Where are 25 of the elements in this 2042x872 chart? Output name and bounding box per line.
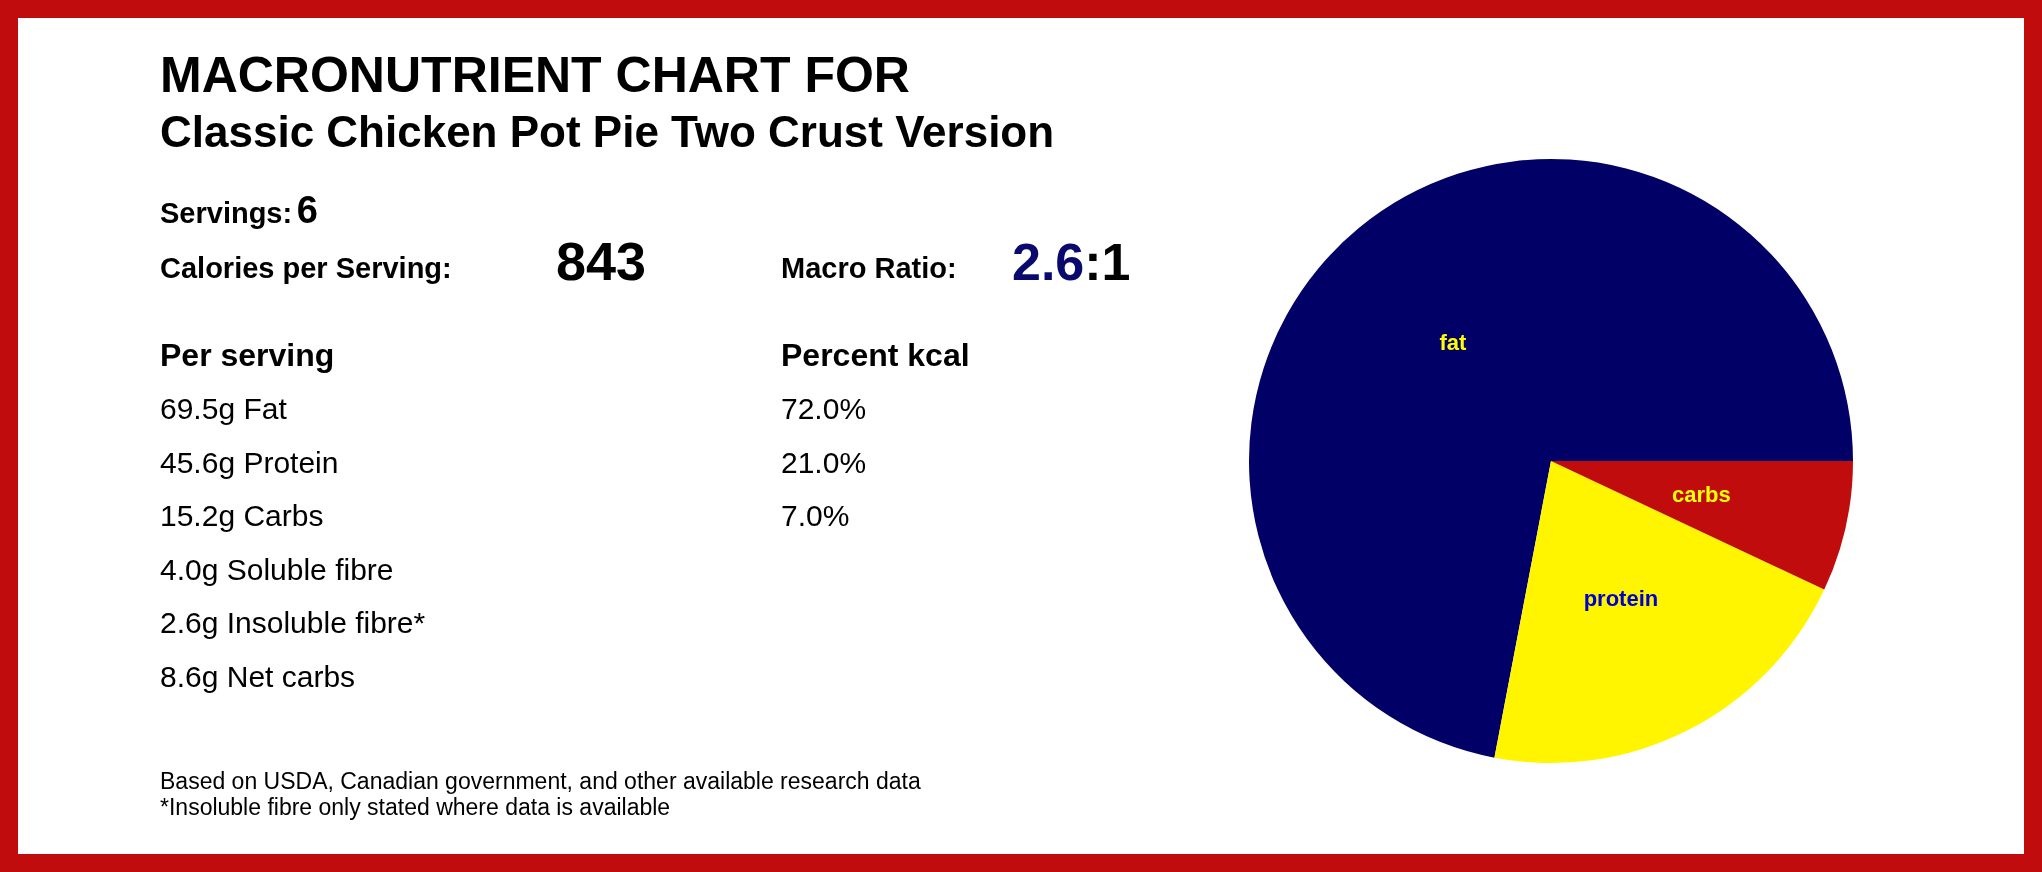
text: :1 <box>1084 233 1131 292</box>
text: Classic Chicken Pot Pie Two Crust Version <box>160 107 1055 157</box>
text: 843 <box>556 231 647 292</box>
text: 7.0% <box>781 499 850 533</box>
text: Calories per Serving: <box>160 251 452 285</box>
text: Percent kcal <box>781 337 970 374</box>
slice-label: carbs <box>1671 482 1731 508</box>
text: 21.0% <box>781 445 867 479</box>
text: 2.6 <box>1012 233 1085 292</box>
slice-label: fat <box>1439 329 1467 355</box>
text: 2.6g Insoluble fibre* <box>160 606 426 640</box>
text: 8.6g Net carbs <box>160 660 356 693</box>
text: Per serving <box>160 337 335 374</box>
text: 72.0% <box>781 392 867 425</box>
text: *Insoluble fibre only stated where data is available <box>160 794 671 821</box>
text: 4.0g Soluble fibre <box>160 552 394 586</box>
text: 69.5g Fat <box>160 392 287 425</box>
text: Based on USDA, Canadian government, and other available research data <box>160 768 921 795</box>
text: MACRONUTRIENT CHART FOR <box>160 47 910 103</box>
text: Servings: <box>160 197 293 229</box>
text: Macro Ratio: <box>781 251 957 285</box>
text: 45.6g Protein <box>160 445 339 479</box>
slice-label: protein <box>1583 585 1659 611</box>
text: 15.2g Carbs <box>160 499 324 533</box>
text: 6 <box>296 189 318 231</box>
